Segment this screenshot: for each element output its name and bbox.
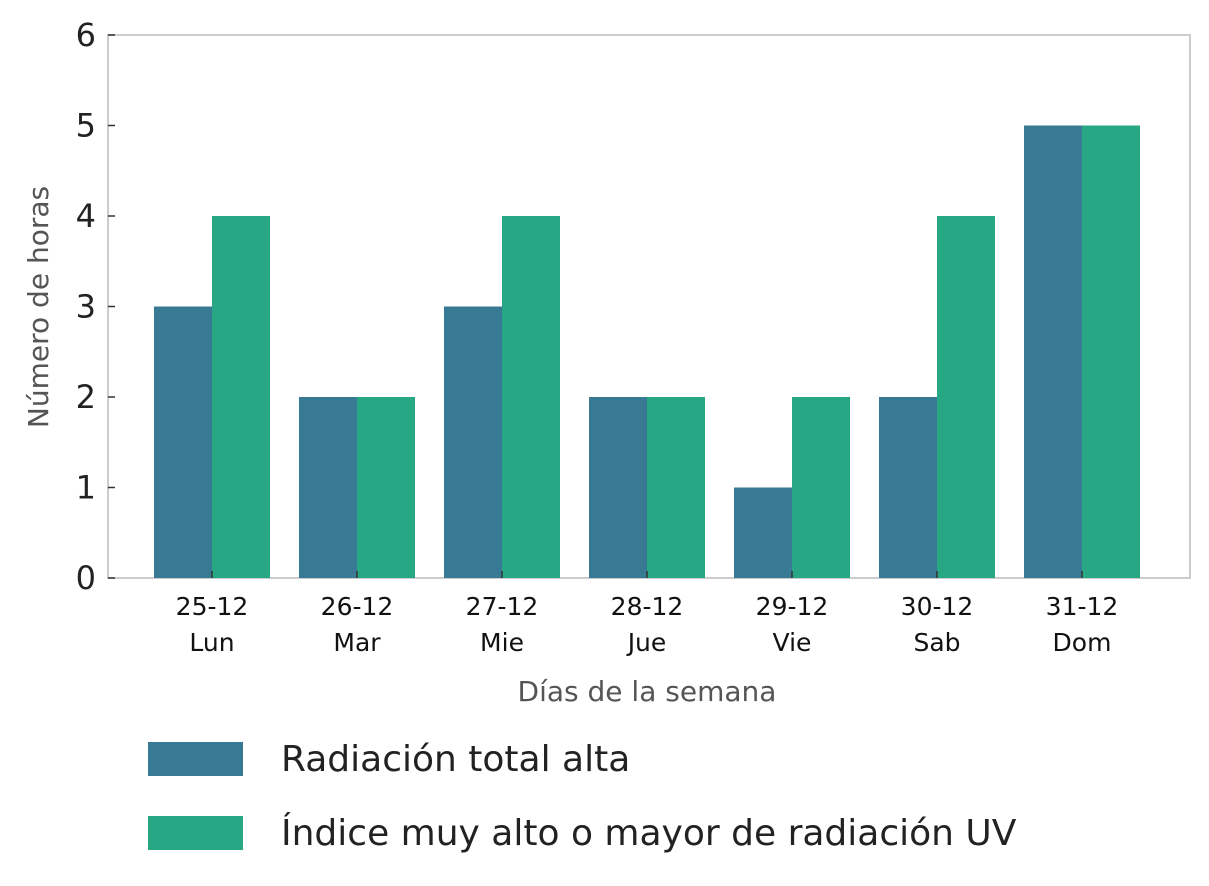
x-tick-label-day: Sab xyxy=(913,628,960,657)
x-tick-label-day: Dom xyxy=(1053,628,1112,657)
bar-series-2-6 xyxy=(937,216,995,578)
y-tick-label: 4 xyxy=(76,197,96,235)
y-tick-label: 3 xyxy=(76,288,96,326)
x-tick-label-day: Jue xyxy=(626,628,667,657)
bar-chart: 0 1 2 3 4 5 6 25-12 Lun 26-12 Mar 27-12 Mie 28-12 Jue… xyxy=(22,16,1191,708)
x-tick-label-date: 29-12 xyxy=(756,592,829,621)
bar-series-2-1 xyxy=(212,216,270,578)
legend-label-series-2: Índice muy alto o mayor de radiación UV xyxy=(281,812,1017,854)
x-tick-label-date: 26-12 xyxy=(321,592,394,621)
bar-series-1-2 xyxy=(299,397,357,578)
y-tick-label: 1 xyxy=(76,469,96,507)
legend-swatch-series-2 xyxy=(148,816,243,850)
bar-series-1-3 xyxy=(444,306,502,578)
x-axis-title: Días de la semana xyxy=(518,675,777,708)
legend-item-series-1: Radiación total alta xyxy=(148,722,1016,796)
legend-item-series-2: Índice muy alto o mayor de radiación UV xyxy=(148,796,1016,870)
x-tick-label-day: Mie xyxy=(480,628,524,657)
y-axis-title: Número de horas xyxy=(22,186,55,428)
bar-series-2-3 xyxy=(502,216,560,578)
bar-series-2-5 xyxy=(792,397,850,578)
x-tick-label-day: Vie xyxy=(773,628,812,657)
bar-series-2-2 xyxy=(357,397,415,578)
x-tick-label-date: 27-12 xyxy=(466,592,539,621)
bar-series-2-4 xyxy=(647,397,705,578)
x-tick-label-date: 25-12 xyxy=(176,592,249,621)
bar-series-1-7 xyxy=(1024,125,1082,578)
x-tick-label-day: Mar xyxy=(333,628,381,657)
bar-series-1-1 xyxy=(154,306,212,578)
x-tick-label-date: 30-12 xyxy=(901,592,974,621)
y-tick-label: 0 xyxy=(76,559,96,597)
y-tick-label: 5 xyxy=(76,107,96,145)
legend-swatch-series-1 xyxy=(148,742,243,776)
bar-series-1-4 xyxy=(589,397,647,578)
legend: Radiación total alta Índice muy alto o m… xyxy=(148,722,1016,870)
y-tick-label: 6 xyxy=(76,16,96,54)
x-tick-label-date: 31-12 xyxy=(1046,592,1119,621)
x-tick-label-day: Lun xyxy=(189,628,234,657)
legend-label-series-1: Radiación total alta xyxy=(281,738,631,780)
bar-series-1-5 xyxy=(734,487,792,578)
y-tick-label: 2 xyxy=(76,378,96,416)
x-tick-label-date: 28-12 xyxy=(611,592,684,621)
bar-series-1-6 xyxy=(879,397,937,578)
bar-series-2-7 xyxy=(1082,125,1140,578)
